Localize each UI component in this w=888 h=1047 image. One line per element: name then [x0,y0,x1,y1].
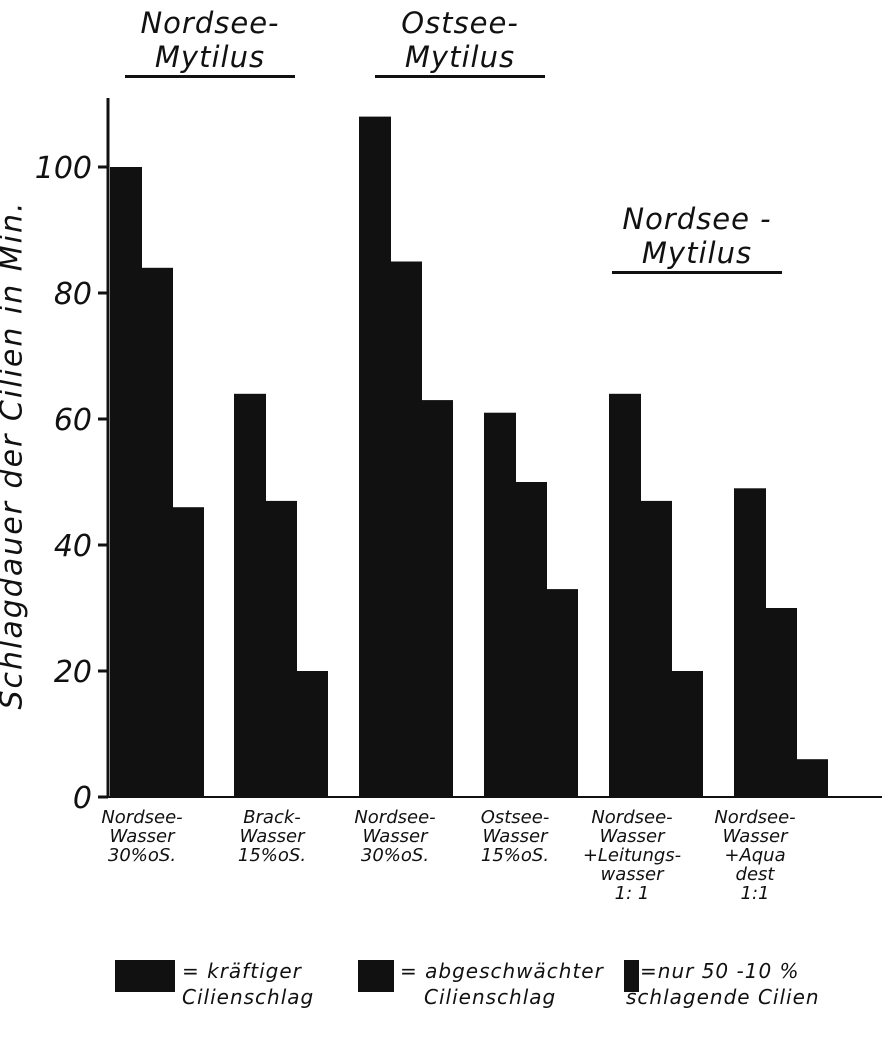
header-nordsee-mytilus-2: Nordsee - Mytilus [592,202,802,274]
header-line1: Nordsee - [622,202,772,236]
y-tick-label: 60 [54,403,92,438]
category-label-line: 15%oS. [237,845,307,866]
bar-g3-s3 [421,400,453,797]
y-tick-label: 80 [54,277,92,312]
category-label-line: 15%oS. [480,845,550,866]
category-label-line: Brack- [243,807,301,828]
category-label-line: 1:1 [740,883,770,904]
bar-g5-s1 [609,393,641,797]
category-label-line: Nordsee- [591,807,673,828]
legend-equals: = [640,959,658,983]
category-label-line: Nordsee- [714,807,796,828]
bar-g2-s3 [296,671,328,797]
y-tick-label: 20 [54,655,92,690]
bar-g2-s1 [234,393,266,797]
legend-line2: Cilienschlag [424,985,557,1009]
bar-g2-s2 [265,500,297,797]
bar-g3-s1 [359,116,391,798]
header-line1: Ostsee- [401,6,519,40]
bar-g6-s3 [796,759,828,797]
y-tick-label: 0 [73,781,92,816]
bar-g1-s2 [141,267,173,797]
category-label-line: Wasser [109,826,175,847]
legend-item-3: =nur 50 -10 % schlagende Cilien [626,958,820,1010]
category-label-line: Nordsee- [101,807,183,828]
legend-equals: = [182,959,200,983]
legend-item-2: = abgeschwächter Cilienschlag [400,958,604,1010]
category-label-line: Wasser [599,826,665,847]
category-label-line: Wasser [239,826,305,847]
legend-line1: abgeschwächter [425,959,604,983]
header-line1: Nordsee- [140,6,280,40]
legend-item-1: = kräftiger Cilienschlag [182,958,314,1010]
legend-swatch-2 [358,960,394,992]
category-label-line: wasser [600,864,664,885]
category-label-6: Nordsee- Wasser +Aqua dest 1:1 [700,808,810,903]
category-label-line: 30%oS. [107,845,177,866]
category-label-line: 30%oS. [360,845,430,866]
header-line2: Mytilus [374,40,546,78]
bar-g6-s2 [765,608,797,797]
category-label-3: Nordsee- Wasser 30%oS. [345,808,445,865]
bar-g1-s1 [110,167,142,797]
header-line2: Mytilus [611,236,783,274]
bar-g5-s3 [671,671,703,797]
bar-g6-s1 [734,488,766,797]
header-nordsee-mytilus-1: Nordsee- Mytilus [105,6,315,78]
legend-line2: schlagende Cilien [626,985,820,1009]
header-ostsee-mytilus: Ostsee- Mytilus [355,6,565,78]
legend-line1: kräftiger [207,959,302,983]
bar-g5-s2 [640,500,672,797]
bar-g4-s2 [515,482,547,797]
category-label-2: Brack- Wasser 15%oS. [222,808,322,865]
legend-swatch-3 [624,960,639,992]
category-label-line: Wasser [722,826,788,847]
header-line2: Mytilus [124,40,296,78]
category-label-line: Nordsee- [354,807,436,828]
category-label-4: Ostsee- Wasser 15%oS. [465,808,565,865]
bar-g1-s3 [172,507,204,797]
bar-g3-s2 [390,261,422,797]
category-label-1: Nordsee- Wasser 30%oS. [92,808,192,865]
legend-swatch-1 [115,960,175,992]
category-label-line: +Leitungs- [582,845,682,866]
y-tick-label: 100 [35,151,92,186]
category-label-line: 1: 1 [614,883,650,904]
y-axis-label: Schlagdauer der Cilien in Min. [0,200,30,710]
legend-line1: nur 50 -10 % [657,959,800,983]
bar-g4-s1 [484,412,516,797]
category-label-line: Ostsee- [480,807,550,828]
legend-equals: = [400,959,418,983]
category-label-line: Wasser [482,826,548,847]
bar-g4-s3 [546,589,578,797]
category-label-5: Nordsee- Wasser +Leitungs- wasser 1: 1 [572,808,692,903]
category-label-line: +Aqua [724,845,786,866]
legend-line2: Cilienschlag [182,985,315,1009]
category-label-line: Wasser [362,826,428,847]
category-label-line: dest [735,864,775,885]
y-tick-label: 40 [54,529,92,564]
